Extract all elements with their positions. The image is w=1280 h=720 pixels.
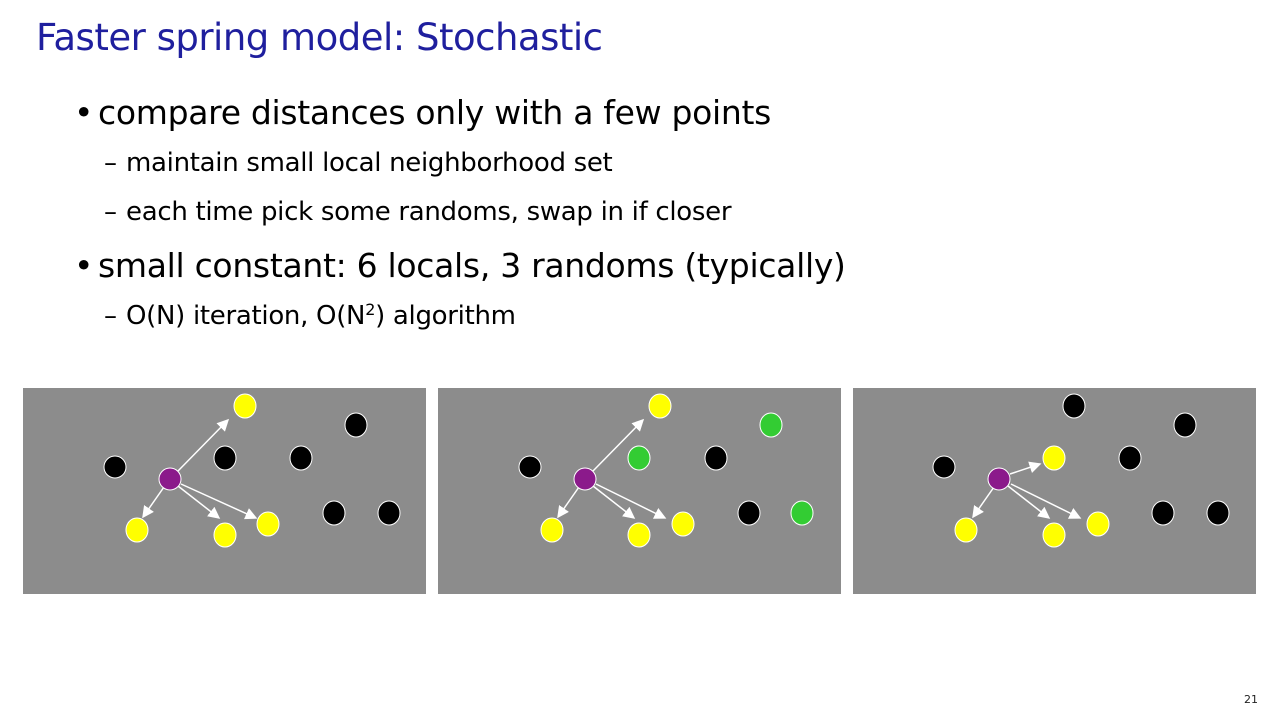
other-node [103, 455, 127, 479]
dash-marker: – [104, 301, 117, 331]
neighbor-arrow [1009, 461, 1042, 475]
focus-node [987, 467, 1011, 491]
sub-bullet-local-neighborhood: – maintain small local neighborhood set [104, 148, 613, 178]
bullet-text: small constant: 6 locals, 3 randoms (typ… [98, 246, 846, 285]
other-node [213, 445, 237, 471]
neighbor-arrow [142, 486, 165, 519]
diagram-panel-swapped [853, 388, 1256, 594]
other-node [1118, 445, 1142, 471]
random-node [790, 500, 814, 526]
other-node [737, 500, 761, 526]
other-node [289, 445, 313, 471]
sub-bullet-complexity: – O(N) iteration, O(N2) algorithm [104, 300, 516, 331]
bullet-compare-distances: • compare distances only with a few point… [74, 93, 771, 132]
local-node [671, 511, 695, 537]
diagram-swapped [932, 393, 1230, 548]
complexity-text-pre: O(N) iteration, O(N [126, 301, 366, 331]
bullet-dot: • [74, 93, 94, 132]
diagram-random-picks [518, 393, 814, 548]
neighbor-arrow [592, 485, 636, 519]
neighbor-arrow [176, 418, 230, 473]
local-node [256, 511, 280, 537]
other-node [322, 500, 346, 526]
diagram-panel-initial [23, 388, 426, 594]
slide-title: Faster spring model: Stochastic [36, 16, 603, 59]
local-node [954, 517, 978, 543]
other-node [1173, 412, 1197, 438]
other-node [932, 455, 956, 479]
other-node [518, 455, 542, 479]
other-node [704, 445, 728, 471]
complexity-text-post: ) algorithm [375, 301, 516, 331]
other-node [344, 412, 368, 438]
bullet-text: compare distances only with a few points [98, 93, 772, 132]
random-node [759, 412, 783, 438]
neighbor-arrow [972, 486, 995, 519]
local-node [648, 393, 672, 419]
dash-marker: – [104, 148, 117, 178]
local-node [213, 522, 237, 548]
other-node [1206, 500, 1230, 526]
local-node [540, 517, 564, 543]
other-node [1062, 393, 1086, 419]
diagram-initial [103, 393, 401, 548]
neighbor-arrow [177, 485, 221, 519]
other-node [377, 500, 401, 526]
page-number: 21 [1244, 693, 1258, 706]
local-node [233, 393, 257, 419]
local-node [627, 522, 651, 548]
complexity-superscript: 2 [365, 300, 376, 319]
local-node [125, 517, 149, 543]
focus-node [573, 467, 597, 491]
bullet-dot: • [74, 246, 94, 285]
local-node [1042, 445, 1066, 471]
random-node [627, 445, 651, 471]
sub-bullet-text: maintain small local neighborhood set [126, 148, 613, 178]
local-node [1042, 522, 1066, 548]
other-node [1151, 500, 1175, 526]
sub-bullet-text: each time pick some randoms, swap in if … [126, 197, 732, 227]
neighbor-arrow [557, 486, 580, 519]
sub-bullet-randoms: – each time pick some randoms, swap in if… [104, 197, 732, 227]
neighbor-arrow [180, 483, 258, 520]
neighbor-arrow [591, 418, 645, 473]
local-node [1086, 511, 1110, 537]
bullet-small-constant: • small constant: 6 locals, 3 randoms (ty… [74, 246, 846, 285]
neighbor-arrow [1007, 485, 1051, 519]
neighbor-arrow [595, 483, 667, 519]
neighbor-arrow [1010, 483, 1082, 519]
diagram-panel-random-picks [438, 388, 841, 594]
dash-marker: – [104, 197, 117, 227]
focus-node [158, 467, 182, 491]
